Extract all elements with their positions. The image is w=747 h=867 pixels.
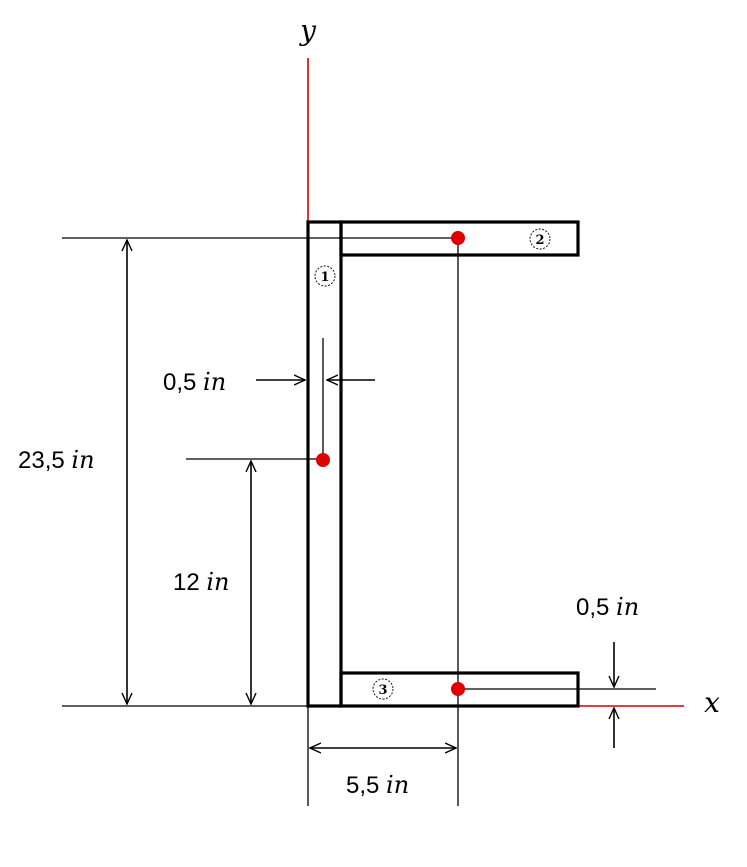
- x-axis-label: x: [704, 686, 720, 719]
- centroid-part-3: [451, 682, 465, 696]
- flange-centroid-x-value: 5,5: [346, 772, 379, 799]
- centroid-part-2: [451, 231, 465, 245]
- part-2-label: 2: [535, 233, 544, 248]
- web-thickness-value: 0,5: [163, 369, 196, 396]
- centroid-height-value: 12: [173, 569, 200, 596]
- part-1-label: 1: [320, 270, 329, 285]
- part-3-label: 3: [378, 683, 387, 698]
- total-height-value: 23,5: [18, 447, 65, 474]
- web-thickness-unit: in: [203, 368, 226, 396]
- web-part-1: [306, 220, 343, 708]
- centroid-height-label: 12 in: [173, 568, 230, 596]
- flange-thickness-value: 0,5: [576, 594, 609, 621]
- flange-thickness-unit: in: [616, 593, 639, 621]
- part-2-marker: [529, 228, 551, 250]
- total-height-label: 23,5 in: [18, 446, 95, 474]
- flange-centroid-x-unit: in: [386, 771, 409, 799]
- top-flange-part-2: [339, 220, 580, 257]
- y-axis-label: y: [298, 14, 317, 47]
- part-3-marker: [372, 678, 394, 700]
- flange-thickness-label: 0,5 in: [576, 593, 639, 621]
- bottom-flange-part-3: [339, 671, 580, 708]
- web-thickness-label: 0,5 in: [163, 368, 226, 396]
- centroid-part-1: [316, 453, 330, 467]
- total-height-unit: in: [71, 446, 94, 474]
- part-1-marker: [314, 265, 336, 287]
- flange-centroid-x-label: 5,5 in: [346, 771, 409, 799]
- centroid-height-unit: in: [206, 568, 229, 596]
